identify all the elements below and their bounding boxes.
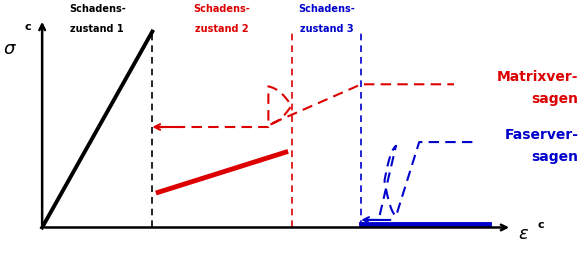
Text: $\varepsilon$: $\varepsilon$	[518, 225, 529, 243]
Text: zustand 2: zustand 2	[195, 24, 249, 34]
Text: Schadens-: Schadens-	[69, 4, 125, 14]
Text: Matrixver-: Matrixver-	[497, 70, 579, 84]
Text: zustand 1: zustand 1	[71, 24, 124, 34]
Text: Faserver-: Faserver-	[505, 128, 579, 141]
Text: sagen: sagen	[532, 150, 579, 164]
Text: zustand 3: zustand 3	[300, 24, 353, 34]
Text: $\sigma$: $\sigma$	[3, 40, 17, 58]
Text: c: c	[24, 22, 31, 31]
Text: sagen: sagen	[532, 92, 579, 106]
Text: Schadens-: Schadens-	[194, 4, 250, 14]
Text: Schadens-: Schadens-	[298, 4, 354, 14]
Text: c: c	[538, 220, 545, 230]
